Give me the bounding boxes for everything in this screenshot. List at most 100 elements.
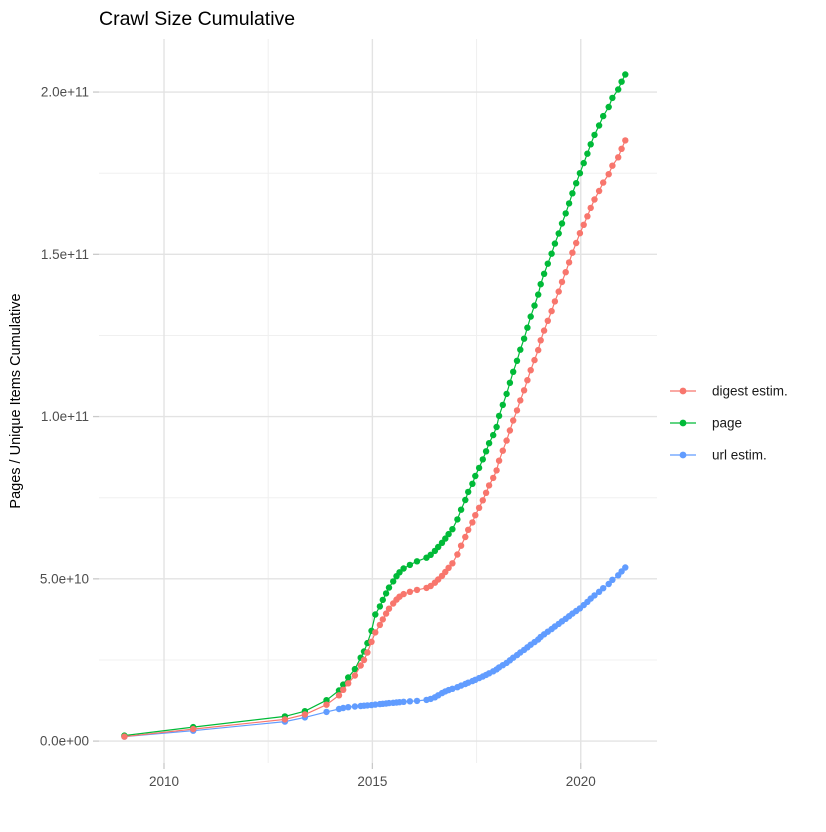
data-point-page — [591, 131, 598, 139]
data-point-digest-estim — [527, 367, 534, 374]
data-point-page — [537, 281, 544, 288]
data-point-page — [535, 291, 542, 298]
data-point-page — [495, 412, 503, 420]
data-point-digest-estim — [548, 307, 555, 315]
data-point-digest-estim — [351, 672, 359, 679]
legend-item-page: page — [670, 416, 742, 431]
data-point-digest-estim — [400, 590, 407, 598]
data-point-digest-estim — [615, 154, 622, 161]
data-point-digest-estim — [379, 616, 386, 623]
data-point-page — [503, 390, 510, 398]
series-page — [121, 71, 629, 739]
data-point-page — [472, 472, 479, 480]
data-point-digest-estim — [364, 649, 371, 656]
legend-label-page: page — [712, 416, 742, 431]
data-point-digest-estim — [382, 610, 390, 617]
data-point-digest-estim — [576, 230, 584, 237]
data-point-page — [600, 112, 607, 120]
data-point-page — [493, 423, 500, 431]
data-point-digest-estim — [482, 489, 490, 496]
data-point-digest-estim — [565, 259, 573, 266]
y-tick-label: 0.0e+00 — [40, 734, 89, 749]
legend-key-point-page — [679, 419, 687, 427]
data-point-digest-estim — [469, 519, 476, 526]
data-point-page — [609, 94, 616, 102]
data-point-digest-estim — [517, 397, 524, 404]
data-point-digest-estim — [569, 249, 576, 256]
data-point-page — [555, 230, 562, 237]
data-point-digest-estim — [510, 417, 517, 424]
data-point-url-estim — [323, 708, 330, 716]
data-point-page — [400, 565, 407, 572]
legend-item-url-estim: url estim. — [670, 448, 767, 463]
data-point-digest-estim — [551, 298, 559, 305]
data-point-page — [615, 86, 622, 93]
y-tick-label: 1.5e+11 — [41, 247, 89, 262]
data-point-digest-estim — [609, 162, 616, 169]
data-point-page — [531, 302, 538, 309]
data-point-page — [406, 561, 414, 569]
data-point-url-estim — [345, 704, 352, 711]
x-tick-label: 2020 — [566, 774, 596, 789]
data-point-page — [490, 431, 497, 439]
data-point-page — [513, 357, 521, 364]
legend-label-url-estim: url estim. — [712, 448, 767, 463]
data-point-digest-estim — [301, 711, 309, 718]
data-point-digest-estim — [544, 317, 551, 324]
data-point-page — [584, 150, 591, 157]
data-point-digest-estim — [537, 337, 544, 344]
data-point-digest-estim — [622, 137, 629, 144]
data-point-digest-estim — [591, 196, 598, 203]
data-point-url-estim — [351, 703, 359, 710]
data-point-digest-estim — [190, 725, 197, 733]
data-point-page — [618, 78, 625, 85]
data-point-digest-estim — [587, 204, 594, 212]
data-point-digest-estim — [584, 213, 591, 220]
data-point-page — [506, 379, 514, 386]
data-point-page — [396, 569, 403, 576]
data-point-digest-estim — [540, 327, 548, 334]
data-point-digest-estim — [376, 621, 384, 629]
data-point-page — [462, 496, 469, 504]
x-tick-label: 2010 — [149, 774, 179, 789]
data-point-page — [580, 159, 587, 167]
data-point-page — [544, 260, 551, 267]
data-point-page — [454, 516, 461, 523]
data-point-page — [510, 368, 517, 375]
data-point-url-estim — [449, 685, 456, 692]
data-point-page — [573, 180, 580, 187]
data-point-page — [435, 543, 442, 551]
data-point-digest-estim — [524, 377, 531, 384]
data-point-page — [587, 141, 594, 148]
data-point-url-estim — [413, 697, 421, 705]
x-axis-labels: 2010 2015 2020 — [149, 774, 596, 789]
data-point-digest-estim — [413, 586, 421, 594]
data-point-digest-estim — [520, 387, 528, 394]
data-point-digest-estim — [385, 605, 393, 612]
data-point-digest-estim — [490, 474, 497, 482]
data-point-page — [595, 122, 603, 129]
data-point-page — [340, 681, 347, 688]
data-point-page — [385, 584, 393, 591]
data-point-page — [379, 596, 386, 604]
data-point-page — [520, 335, 528, 342]
data-point-page — [524, 324, 531, 331]
data-point-page — [465, 488, 472, 496]
legend-key-point-digest-estim — [679, 387, 687, 395]
data-point-digest-estim — [449, 560, 456, 567]
data-point-digest-estim — [340, 686, 347, 693]
data-point-url-estim — [340, 704, 347, 712]
data-point-url-estim — [609, 576, 616, 583]
data-point-page — [345, 674, 352, 681]
data-point-url-estim — [605, 580, 612, 588]
data-point-page — [499, 401, 506, 409]
data-point-digest-estim — [368, 638, 375, 645]
data-point-page — [390, 578, 397, 585]
data-point-page — [517, 346, 524, 353]
data-point-digest-estim — [558, 278, 566, 286]
data-point-page — [565, 200, 573, 207]
data-point-url-estim — [595, 588, 603, 595]
